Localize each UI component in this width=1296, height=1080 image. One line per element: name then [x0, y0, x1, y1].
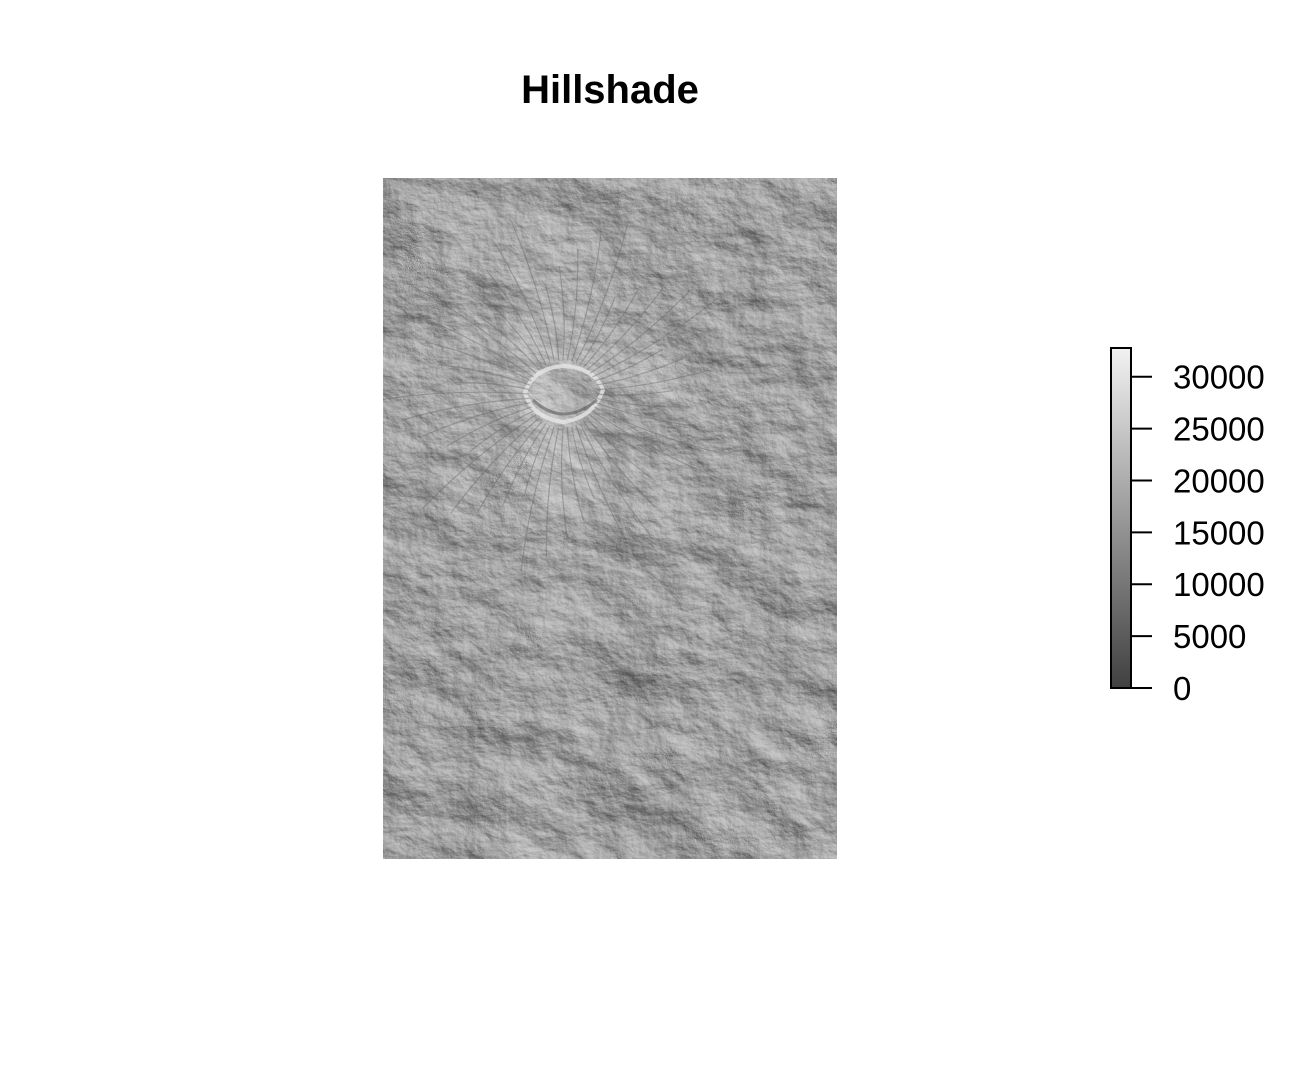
- drainage-channel: [421, 414, 537, 510]
- drainage-channel: [575, 425, 639, 561]
- legend-tick-label: 0: [1173, 670, 1191, 707]
- drainage-channel: [592, 297, 719, 378]
- drainage-channel: [450, 417, 540, 514]
- drainage-channel: [589, 414, 653, 459]
- volcano-cone-highlight: [383, 178, 837, 859]
- drainage-channel: [560, 427, 568, 540]
- drainage-channel: [545, 427, 560, 558]
- drainage-channel: [469, 410, 534, 453]
- drainage-channel: [583, 420, 656, 508]
- drainage-channel: [426, 341, 532, 382]
- drainage-channel: [482, 318, 540, 371]
- drainage-channel: [579, 423, 650, 534]
- crater-rim: [522, 363, 606, 425]
- drainage-channel: [453, 382, 530, 391]
- drainage-channel: [481, 294, 543, 368]
- legend-colorbar: [1110, 347, 1132, 689]
- drainage-channel: [566, 248, 579, 361]
- drainage-channel: [596, 397, 691, 408]
- drainage-channel: [544, 285, 560, 361]
- drainage-channel: [445, 406, 532, 448]
- drainage-channel: [586, 287, 664, 371]
- drainage-channel: [579, 296, 616, 365]
- drainage-channel: [523, 425, 551, 497]
- drainage-channel: [558, 266, 565, 361]
- drainage-channel: [400, 397, 530, 421]
- drainage-channel: [586, 417, 657, 483]
- drainage-channel: [592, 410, 724, 481]
- hillshade-raster: [383, 178, 837, 859]
- drainage-channel: [595, 356, 686, 386]
- drainage-channel: [596, 390, 674, 396]
- legend-ticks: 0 5000 10000 15000 20000 25000 30000: [1131, 359, 1265, 707]
- drainage-channel: [575, 223, 629, 363]
- drainage-channel: [594, 406, 717, 453]
- drainage-channel: [383, 391, 530, 400]
- drainage-channel: [415, 287, 537, 374]
- drainage-channel: [438, 364, 531, 386]
- drainage-channel: [589, 289, 691, 374]
- drainage-channel: [422, 402, 531, 437]
- legend-tick-label: 15000: [1173, 514, 1265, 551]
- drainage-channel: [510, 219, 555, 362]
- drainage-channel: [594, 348, 664, 382]
- legend-tick-label: 25000: [1173, 411, 1265, 448]
- drainage-channel: [596, 370, 708, 391]
- radial-drainage: [383, 219, 724, 572]
- drainage-channel: [595, 402, 706, 429]
- drainage-channel: [477, 420, 543, 513]
- drainage-channel: [501, 423, 547, 507]
- color-legend: 0 5000 10000 15000 20000 25000 30000: [1110, 347, 1265, 707]
- legend-tick-label: 20000: [1173, 462, 1265, 499]
- plot-title: Hillshade: [521, 68, 699, 112]
- drainage-channel: [566, 427, 585, 521]
- drainage-channel: [583, 289, 639, 368]
- legend-tick-label: 5000: [1173, 618, 1246, 655]
- drainage-channel: [418, 315, 534, 378]
- drainage-channel: [495, 244, 551, 363]
- drainage-channel: [571, 234, 602, 362]
- drainage-channel: [520, 426, 555, 572]
- legend-tick-label: 10000: [1173, 566, 1265, 603]
- legend-tick-label: 30000: [1173, 359, 1265, 396]
- drainage-channel: [485, 269, 547, 365]
- drainage-channel: [571, 426, 596, 500]
